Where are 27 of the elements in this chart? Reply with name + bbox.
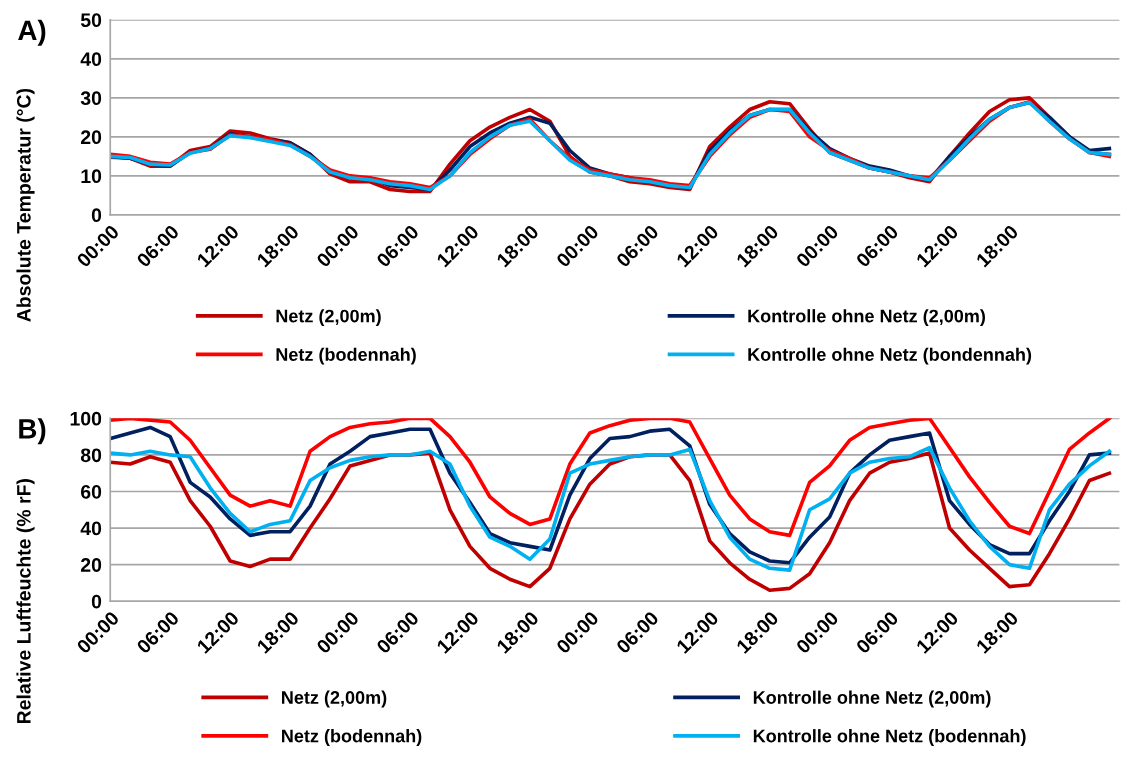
legend-label: Netz (bodennah) xyxy=(282,729,422,746)
text: A) xyxy=(18,19,46,46)
line-series xyxy=(110,418,1112,538)
legend-label: Kontrolle ohne Netz (2,00m) xyxy=(748,309,985,326)
y-tick-label: 40 xyxy=(80,521,102,536)
legend-label: Netz (bodennah) xyxy=(276,347,416,365)
y-tick-label: 20 xyxy=(80,558,102,572)
legend-label: Kontrolle ohne Netz (bondennah) xyxy=(748,347,1032,365)
y-tick-label: 0 xyxy=(91,208,102,223)
line-series xyxy=(110,445,1112,572)
y-tick-label: 30 xyxy=(80,91,102,106)
y-tick-label: 80 xyxy=(80,448,102,463)
legend-label: Kontrolle ohne Netz (bodennah) xyxy=(753,729,1026,746)
y-tick-label: 0 xyxy=(91,594,102,609)
y-tick-label: 100 xyxy=(70,411,102,426)
legend-label: Netz (2,00m) xyxy=(282,690,387,708)
line-series xyxy=(110,451,1112,593)
text: B) xyxy=(19,418,46,445)
y-tick-label: 10 xyxy=(81,169,102,184)
y-tick-label: 40 xyxy=(80,52,102,67)
legend-label: Kontrolle ohne Netz (2,00m) xyxy=(753,690,991,708)
y-axis-title: Relative Luftfeuchte (% rF) xyxy=(16,479,35,724)
y-tick-label: 60 xyxy=(81,484,102,499)
y-tick-label: 20 xyxy=(80,130,102,145)
legend-label: Netz (2,00m) xyxy=(276,309,381,326)
y-axis-title: Absolute Temperatur (°C) xyxy=(16,88,35,322)
y-tick-label: 50 xyxy=(80,13,102,28)
